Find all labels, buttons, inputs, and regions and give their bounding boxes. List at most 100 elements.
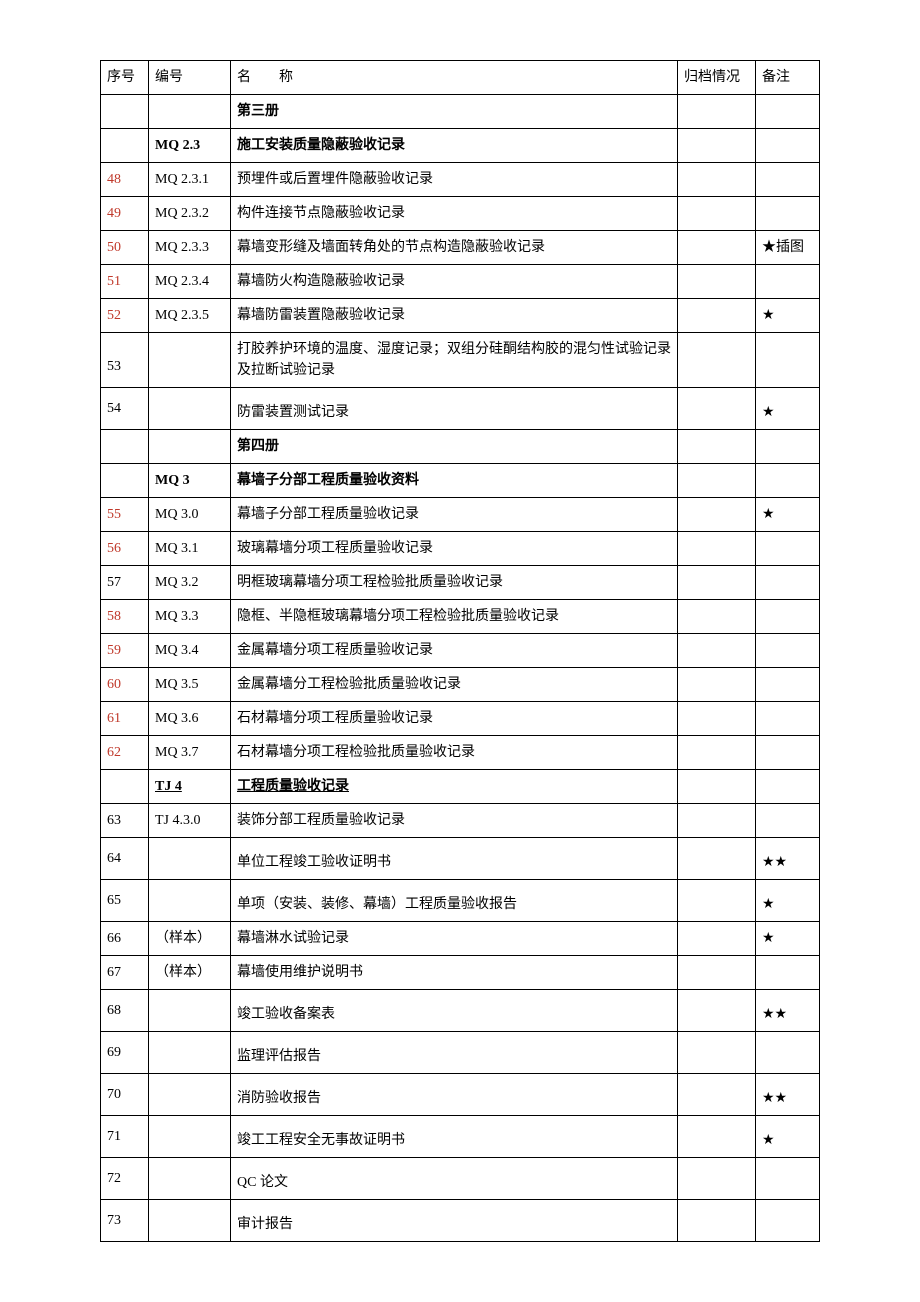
cell-seq (101, 95, 149, 129)
table-row: MQ 3幕墙子分部工程质量验收资料 (101, 464, 820, 498)
cell-code: MQ 3.0 (149, 498, 231, 532)
cell-code: MQ 2.3.4 (149, 265, 231, 299)
cell-note (756, 770, 820, 804)
cell-note: ★★ (756, 838, 820, 880)
cell-name: QC 论文 (231, 1158, 678, 1200)
cell-note: ★ (756, 498, 820, 532)
cell-arch (678, 736, 756, 770)
cell-arch (678, 770, 756, 804)
cell-note: ★★ (756, 1074, 820, 1116)
cell-seq: 71 (101, 1116, 149, 1158)
cell-code (149, 838, 231, 880)
cell-arch (678, 990, 756, 1032)
cell-arch (678, 1200, 756, 1242)
table-row: 60MQ 3.5金属幕墙分工程检验批质量验收记录 (101, 668, 820, 702)
table-row: 70消防验收报告★★ (101, 1074, 820, 1116)
table-row: 68竣工验收备案表★★ (101, 990, 820, 1032)
cell-code: TJ 4.3.0 (149, 804, 231, 838)
cell-arch (678, 956, 756, 990)
cell-code (149, 1158, 231, 1200)
cell-note: ★ (756, 880, 820, 922)
cell-seq: 51 (101, 265, 149, 299)
cell-seq: 63 (101, 804, 149, 838)
cell-arch (678, 634, 756, 668)
table-row: 63TJ 4.3.0装饰分部工程质量验收记录 (101, 804, 820, 838)
cell-code (149, 1074, 231, 1116)
cell-code: MQ 3 (149, 464, 231, 498)
cell-name: 打胶养护环境的温度、湿度记录；双组分硅酮结构胶的混匀性试验记录及拉断试验记录 (231, 333, 678, 388)
cell-note (756, 566, 820, 600)
cell-arch (678, 838, 756, 880)
table-row: 62MQ 3.7石材幕墙分项工程检验批质量验收记录 (101, 736, 820, 770)
cell-seq: 57 (101, 566, 149, 600)
cell-name: 工程质量验收记录 (231, 770, 678, 804)
cell-arch (678, 464, 756, 498)
cell-note (756, 634, 820, 668)
cell-note (756, 333, 820, 388)
cell-seq: 67 (101, 956, 149, 990)
cell-arch (678, 265, 756, 299)
table-row: MQ 2.3施工安装质量隐蔽验收记录 (101, 129, 820, 163)
table-head: 序号 编号 名 称 归档情况 备注 (101, 61, 820, 95)
cell-seq: 50 (101, 231, 149, 265)
cell-arch (678, 1158, 756, 1200)
cell-name: 施工安装质量隐蔽验收记录 (231, 129, 678, 163)
cell-arch (678, 702, 756, 736)
table-row: 56MQ 3.1玻璃幕墙分项工程质量验收记录 (101, 532, 820, 566)
cell-arch (678, 804, 756, 838)
cell-note (756, 265, 820, 299)
cell-note (756, 163, 820, 197)
cell-code: MQ 3.7 (149, 736, 231, 770)
cell-code: MQ 3.3 (149, 600, 231, 634)
cell-arch (678, 129, 756, 163)
cell-seq: 58 (101, 600, 149, 634)
cell-seq: 49 (101, 197, 149, 231)
cell-arch (678, 532, 756, 566)
cell-arch (678, 95, 756, 129)
table-row: 49MQ 2.3.2构件连接节点隐蔽验收记录 (101, 197, 820, 231)
cell-name: 第三册 (231, 95, 678, 129)
cell-note: ★ (756, 299, 820, 333)
cell-note (756, 668, 820, 702)
cell-note (756, 702, 820, 736)
col-name-suffix: 称 (279, 70, 293, 85)
table-row: 48MQ 2.3.1预埋件或后置埋件隐蔽验收记录 (101, 163, 820, 197)
cell-note: ★★ (756, 990, 820, 1032)
cell-code (149, 880, 231, 922)
col-name: 名 称 (231, 61, 678, 95)
cell-note: ★ (756, 1116, 820, 1158)
cell-code: MQ 3.2 (149, 566, 231, 600)
table-row: 66（样本）幕墙淋水试验记录★ (101, 922, 820, 956)
cell-arch (678, 498, 756, 532)
cell-name: 明框玻璃幕墙分项工程检验批质量验收记录 (231, 566, 678, 600)
cell-name: 石材幕墙分项工程检验批质量验收记录 (231, 736, 678, 770)
col-seq: 序号 (101, 61, 149, 95)
cell-note (756, 1200, 820, 1242)
cell-seq: 53 (101, 333, 149, 388)
cell-arch (678, 1116, 756, 1158)
cell-arch (678, 388, 756, 430)
cell-name: 幕墙淋水试验记录 (231, 922, 678, 956)
cell-arch (678, 566, 756, 600)
cell-arch (678, 430, 756, 464)
cell-note (756, 129, 820, 163)
table-row: 52MQ 2.3.5幕墙防雷装置隐蔽验收记录★ (101, 299, 820, 333)
cell-code (149, 1200, 231, 1242)
cell-code: MQ 2.3 (149, 129, 231, 163)
cell-name: 玻璃幕墙分项工程质量验收记录 (231, 532, 678, 566)
table-row: 69监理评估报告 (101, 1032, 820, 1074)
table-row: 57MQ 3.2明框玻璃幕墙分项工程检验批质量验收记录 (101, 566, 820, 600)
cell-name: 审计报告 (231, 1200, 678, 1242)
cell-arch (678, 333, 756, 388)
table-row: 73审计报告 (101, 1200, 820, 1242)
cell-note (756, 804, 820, 838)
cell-seq: 59 (101, 634, 149, 668)
cell-arch (678, 880, 756, 922)
cell-note (756, 464, 820, 498)
col-note: 备注 (756, 61, 820, 95)
cell-arch (678, 668, 756, 702)
cell-code: TJ 4 (149, 770, 231, 804)
cell-note (756, 736, 820, 770)
table-body: 第三册MQ 2.3施工安装质量隐蔽验收记录48MQ 2.3.1预埋件或后置埋件隐… (101, 95, 820, 1242)
table-row: 59MQ 3.4金属幕墙分项工程质量验收记录 (101, 634, 820, 668)
